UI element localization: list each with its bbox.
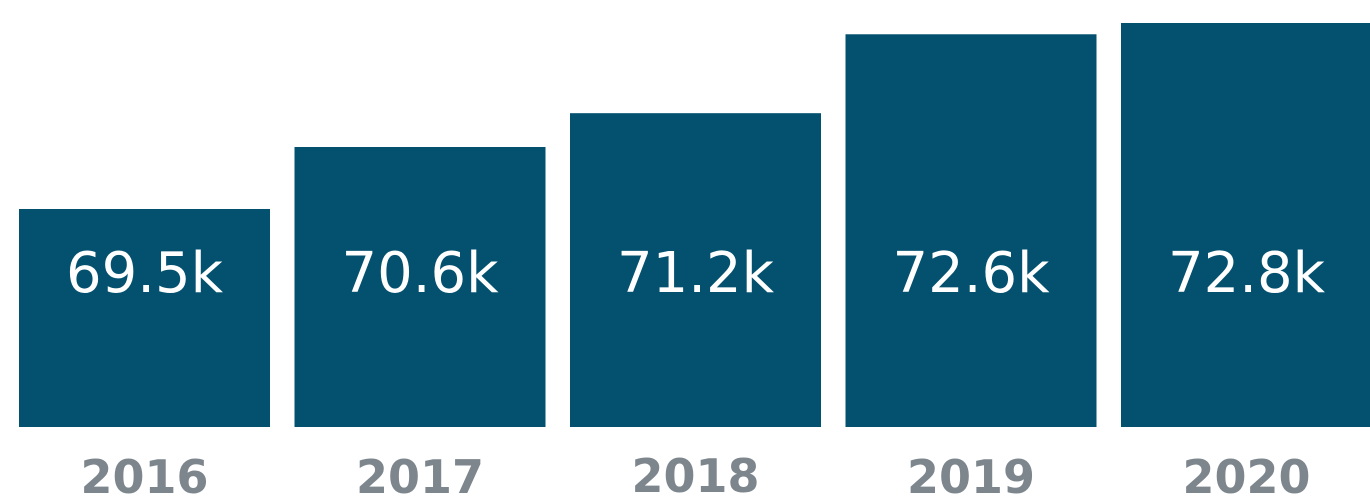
category-label: 2018 xyxy=(631,449,759,497)
bar-value-label: 72.6k xyxy=(892,241,1050,306)
category-label: 2020 xyxy=(1182,450,1310,497)
bar-2018 xyxy=(570,113,821,427)
category-label: 2016 xyxy=(80,450,208,497)
bar-value-label: 70.6k xyxy=(341,241,499,306)
category-label: 2017 xyxy=(356,450,484,497)
category-labels-group: 2016 2017 2018 2019 2020 xyxy=(80,449,1310,497)
bar-value-label: 72.8k xyxy=(1168,241,1326,306)
bar-value-label: 71.2k xyxy=(617,241,775,306)
bar-value-label: 69.5k xyxy=(66,241,224,306)
bar-2016 xyxy=(19,209,270,427)
bar-2020 xyxy=(1121,23,1370,427)
category-label: 2019 xyxy=(907,450,1035,497)
bar-2019 xyxy=(845,34,1097,427)
bar-2017 xyxy=(294,147,546,427)
bars-group xyxy=(19,23,1370,427)
value-labels-group: 69.5k 70.6k 71.2k 72.6k 72.8k xyxy=(66,241,1326,306)
